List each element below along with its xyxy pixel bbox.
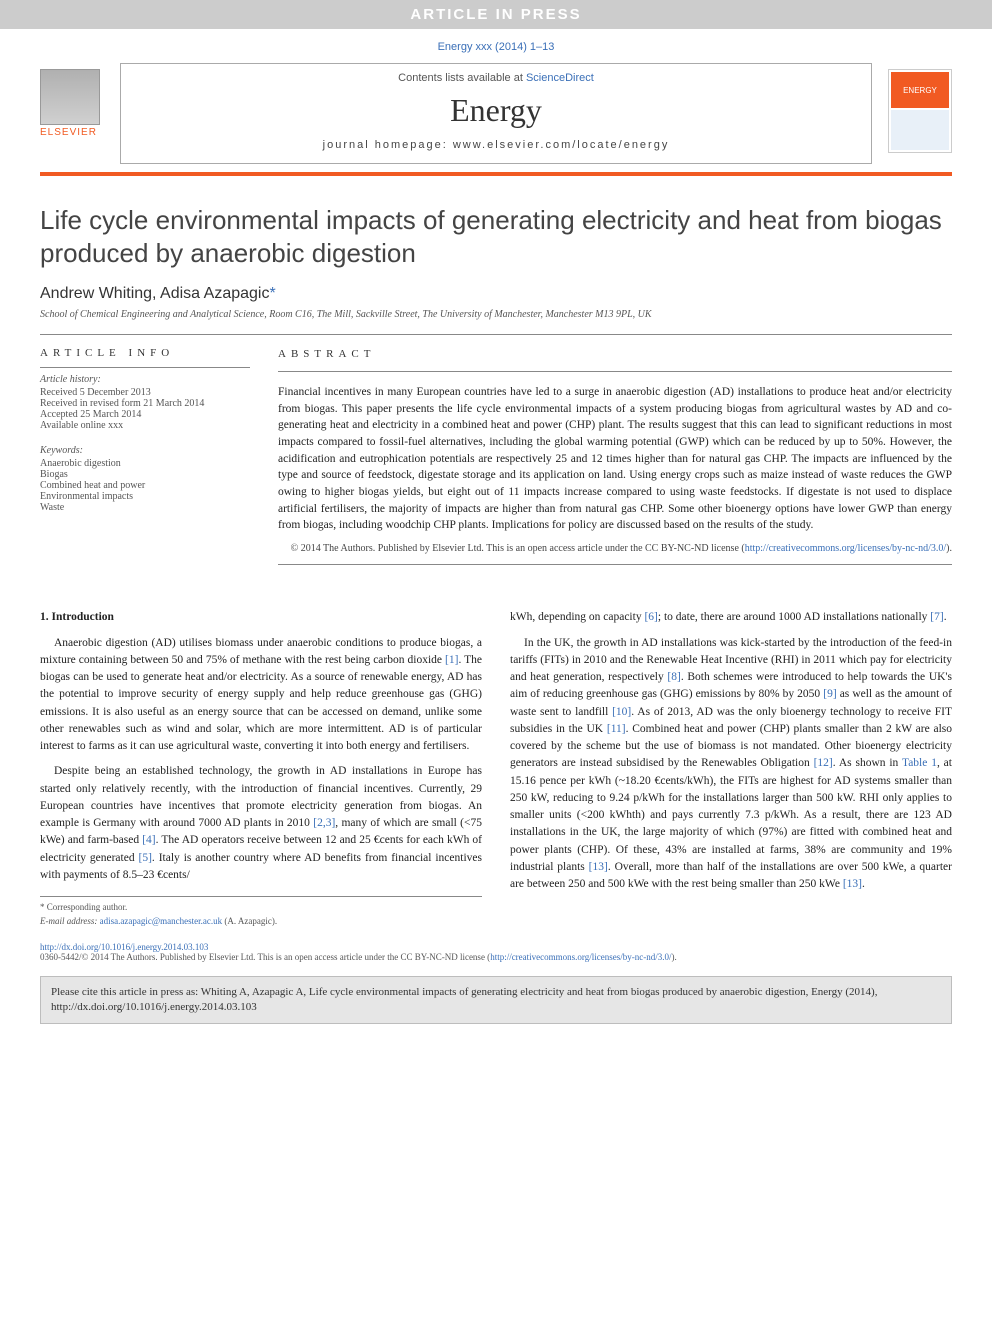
cover-band: ENERGY [891, 72, 949, 108]
ref-link[interactable]: [8] [667, 671, 680, 683]
history-label: Article history: [40, 374, 250, 385]
ref-link[interactable]: [12] [814, 757, 833, 769]
history-received: Received 5 December 2013 [40, 387, 250, 398]
copyright-line: © 2014 The Authors. Published by Elsevie… [278, 542, 952, 557]
cite-as-box: Please cite this article in press as: Wh… [40, 976, 952, 1024]
article-title: Life cycle environmental impacts of gene… [40, 204, 952, 269]
footnote-corr: * Corresponding author. [40, 901, 482, 915]
abstract-text: Financial incentives in many European co… [278, 384, 952, 534]
abstract-heading: ABSTRACT [278, 347, 952, 363]
cover-lower [891, 110, 949, 150]
author-email-link[interactable]: adisa.azapagic@manchester.ac.uk [100, 916, 222, 926]
abstract-column: ABSTRACT Financial incentives in many Eu… [278, 347, 952, 577]
ref-link[interactable]: [6] [644, 611, 657, 623]
article-front: Life cycle environmental impacts of gene… [0, 176, 992, 585]
body-paragraph-tail: kWh, depending on capacity [6]; to date,… [510, 609, 952, 626]
sciencedirect-link[interactable]: ScienceDirect [526, 72, 594, 84]
history-block: Article history: Received 5 December 201… [40, 367, 250, 431]
table-ref-link[interactable]: Table 1 [902, 757, 937, 769]
journal-cover-thumb: ENERGY [888, 69, 952, 153]
body-columns: 1. Introduction Anaerobic digestion (AD)… [0, 585, 992, 938]
doi-link[interactable]: http://dx.doi.org/10.1016/j.energy.2014.… [40, 942, 208, 952]
journal-inner: Contents lists available at ScienceDirec… [120, 63, 872, 164]
footnote-email-line: E-mail address: adisa.azapagic@mancheste… [40, 915, 482, 929]
elsevier-logo: ELSEVIER [40, 69, 110, 149]
ref-link[interactable]: [1] [445, 654, 458, 666]
affiliation: School of Chemical Engineering and Analy… [40, 309, 952, 320]
cc-license-link[interactable]: http://creativecommons.org/licenses/by-n… [745, 543, 946, 554]
cc-license-link[interactable]: http://creativecommons.org/licenses/by-n… [490, 952, 671, 962]
keyword-item: Biogas [40, 469, 250, 480]
footnotes: * Corresponding author. E-mail address: … [40, 896, 482, 928]
copyright-pre: © 2014 The Authors. Published by Elsevie… [291, 543, 745, 554]
body-paragraph: Despite being an established technology,… [40, 763, 482, 884]
history-revised: Received in revised form 21 March 2014 [40, 398, 250, 409]
ref-link[interactable]: [9] [823, 688, 836, 700]
body-paragraph: In the UK, the growth in AD installation… [510, 635, 952, 894]
header-citation: Energy xxx (2014) 1–13 [0, 29, 992, 57]
keywords-label: Keywords: [40, 445, 250, 456]
keyword-item: Combined heat and power [40, 480, 250, 491]
info-abstract-row: ARTICLE INFO Article history: Received 5… [40, 347, 952, 577]
keywords-block: Keywords: Anaerobic digestion Biogas Com… [40, 445, 250, 513]
elsevier-label: ELSEVIER [40, 127, 110, 138]
keyword-item: Anaerobic digestion [40, 458, 250, 469]
article-info: ARTICLE INFO Article history: Received 5… [40, 347, 250, 577]
ref-link[interactable]: [7] [930, 611, 943, 623]
issn-line: 0360-5442/© 2014 The Authors. Published … [40, 952, 490, 962]
homepage-line: journal homepage: www.elsevier.com/locat… [121, 139, 871, 151]
history-accepted: Accepted 25 March 2014 [40, 409, 250, 420]
ref-link[interactable]: [11] [607, 723, 626, 735]
authors: Andrew Whiting, Adisa Azapagic* [40, 285, 952, 303]
ref-link[interactable]: [10] [612, 706, 631, 718]
copyright-close: ). [946, 543, 952, 554]
journal-name: Energy [121, 92, 871, 129]
footnote-email-tail: (A. Azapagic). [222, 916, 277, 926]
corr-marker: * [269, 285, 275, 302]
ref-link[interactable]: [13] [843, 878, 862, 890]
column-right: kWh, depending on capacity [6]; to date,… [510, 609, 952, 928]
press-banner: ARTICLE IN PRESS [0, 0, 992, 29]
journal-header: ELSEVIER Contents lists available at Sci… [40, 63, 952, 176]
section-heading: 1. Introduction [40, 609, 482, 626]
doi-bar: http://dx.doi.org/10.1016/j.energy.2014.… [0, 938, 992, 968]
body-paragraph: Anaerobic digestion (AD) utilises biomas… [40, 635, 482, 756]
ref-link[interactable]: [4] [142, 834, 155, 846]
divider [278, 371, 952, 372]
ref-link[interactable]: [2,3] [313, 817, 335, 829]
ref-link[interactable]: [13] [589, 861, 608, 873]
elsevier-tree-icon [40, 69, 100, 125]
divider [40, 334, 952, 335]
contents-pre: Contents lists available at [398, 72, 526, 84]
keyword-item: Environmental impacts [40, 491, 250, 502]
author-names: Andrew Whiting, Adisa Azapagic [40, 285, 269, 302]
column-left: 1. Introduction Anaerobic digestion (AD)… [40, 609, 482, 928]
keyword-item: Waste [40, 502, 250, 513]
info-heading: ARTICLE INFO [40, 347, 250, 359]
footnote-email-label: E-mail address: [40, 916, 100, 926]
divider [278, 564, 952, 565]
contents-line: Contents lists available at ScienceDirec… [121, 72, 871, 84]
issn-close: ). [671, 952, 676, 962]
ref-link[interactable]: [5] [139, 852, 152, 864]
history-online: Available online xxx [40, 420, 250, 431]
